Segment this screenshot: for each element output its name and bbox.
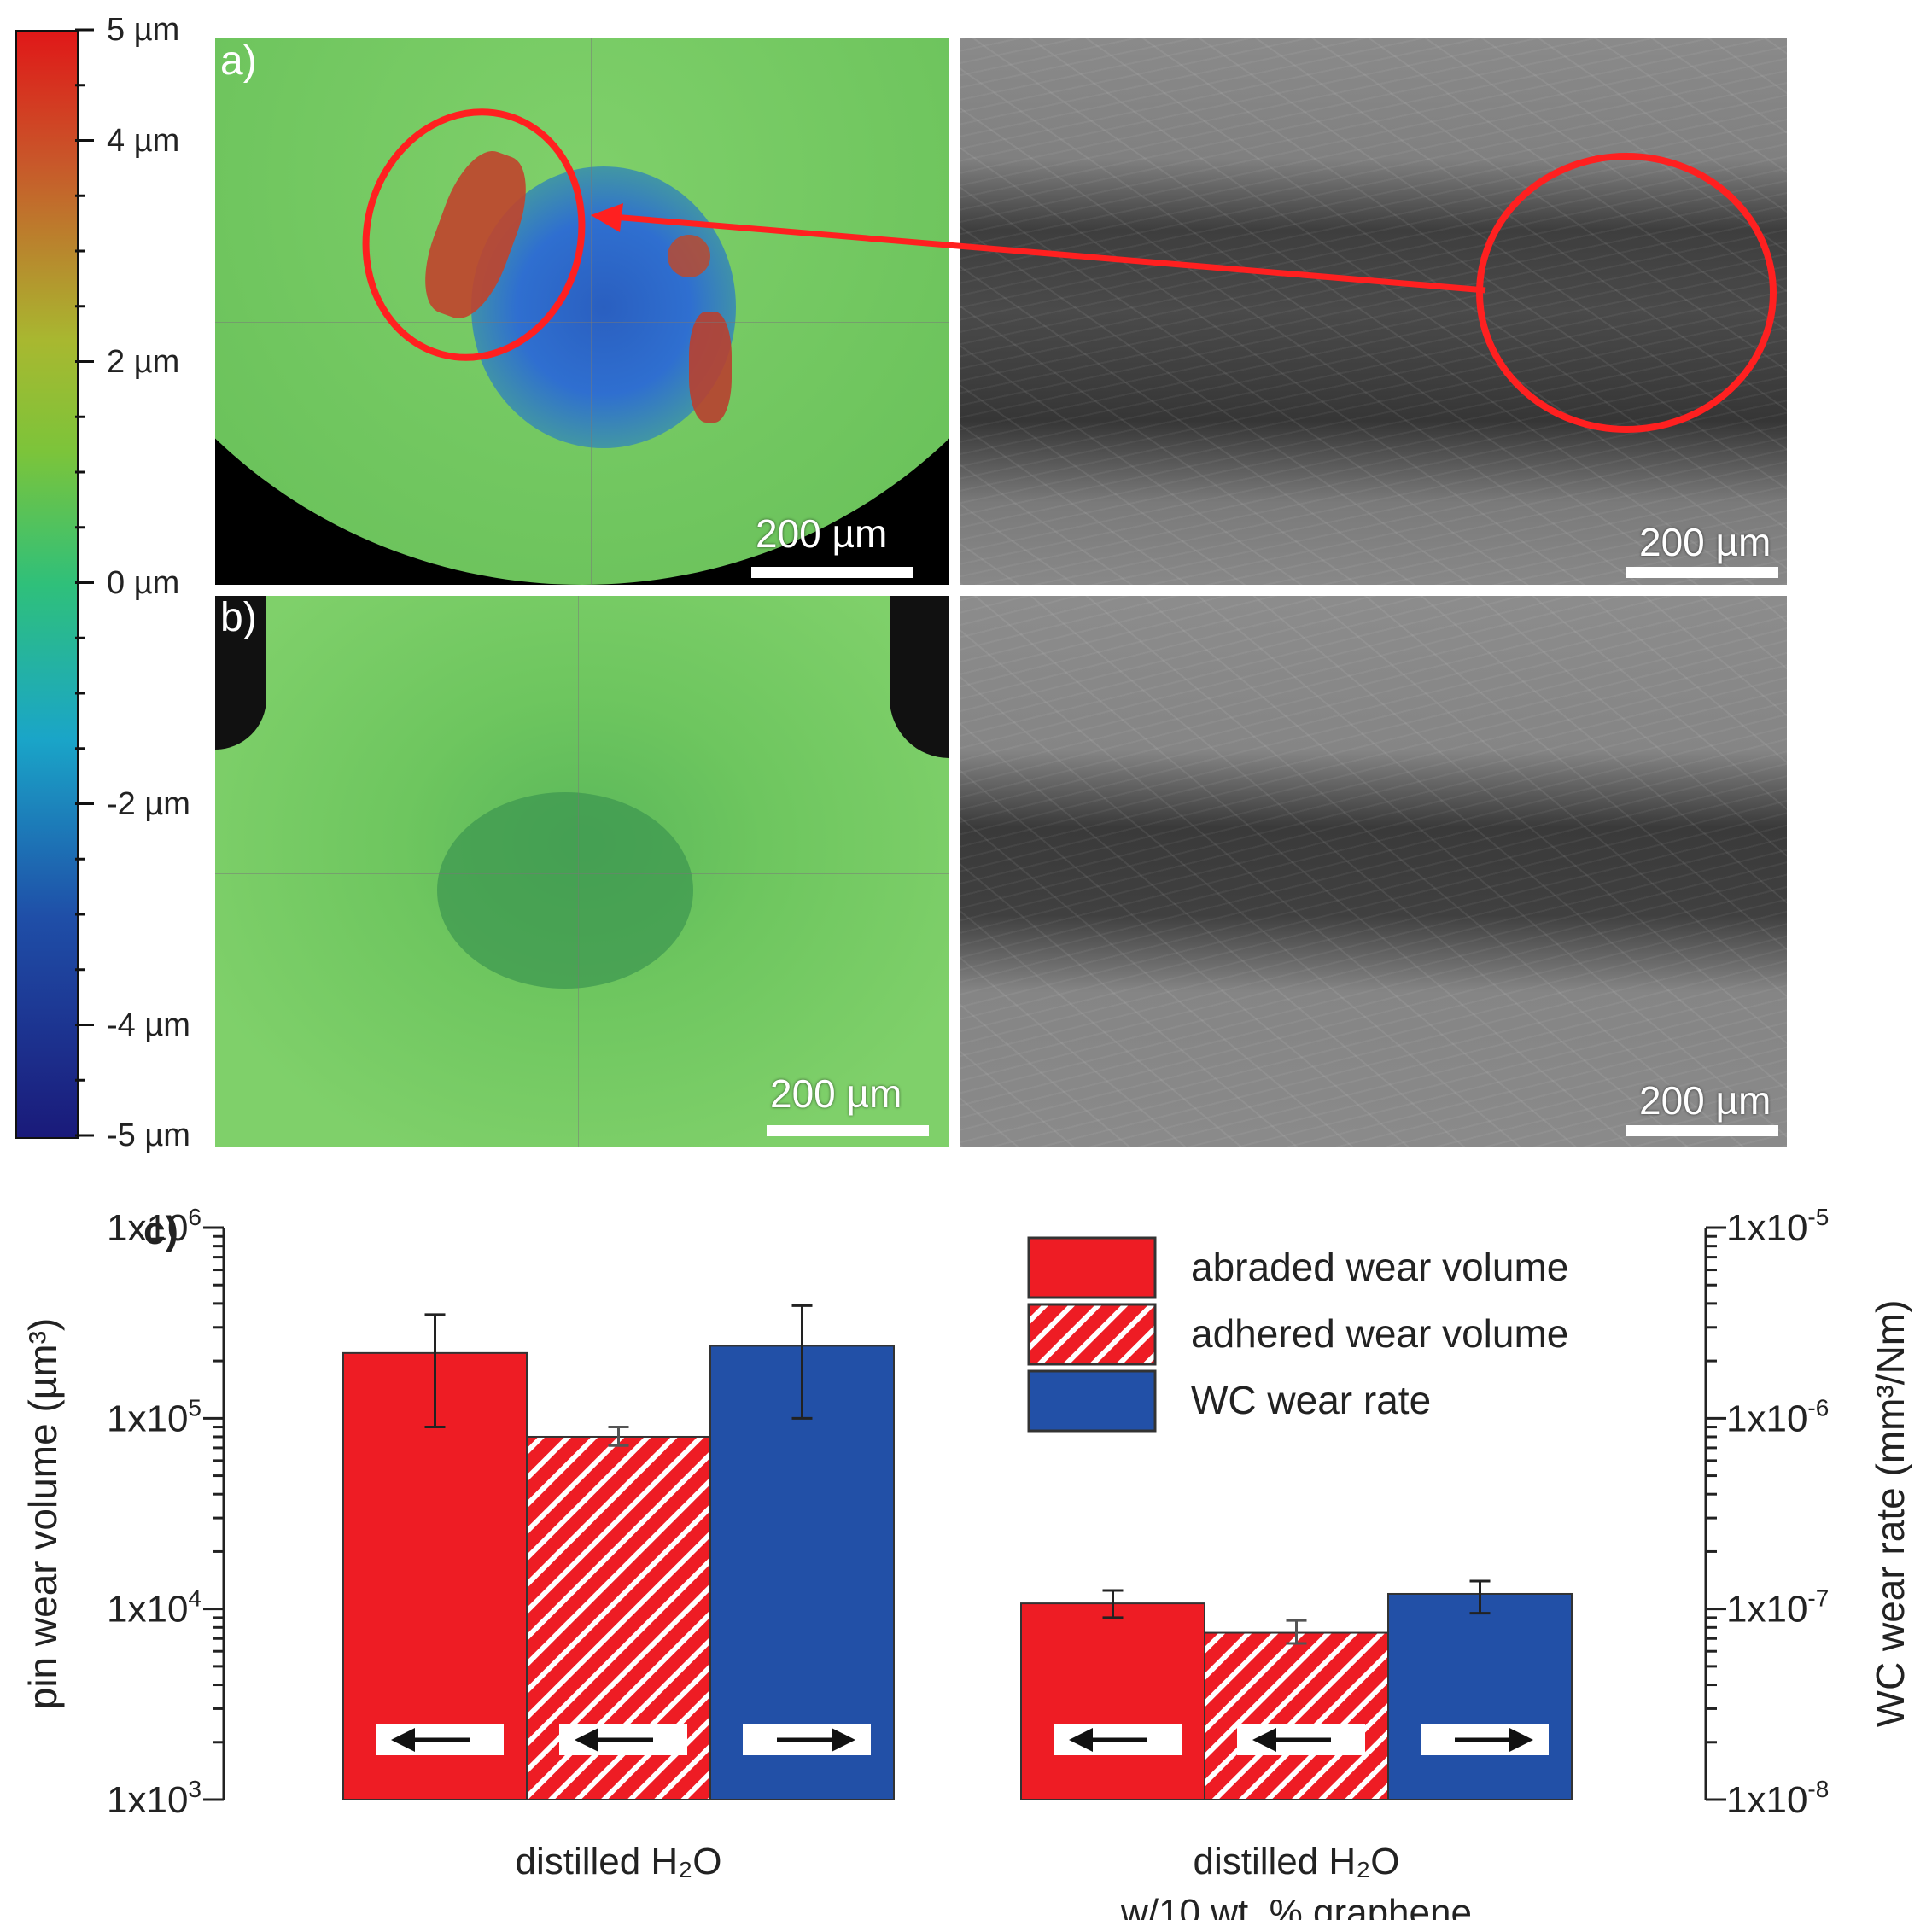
scale-bar-b-right <box>1626 1125 1778 1136</box>
bar <box>1204 1631 1389 1800</box>
x-category-label: distilled H₂O <box>1193 1841 1399 1882</box>
colorbar-label: -2 µm <box>107 785 190 822</box>
panel-label-b: b) <box>220 595 257 640</box>
wear-chart: 1x103 1x104 1x105 1x106 1x10-8 1x10-7 1x10-6 1x… <box>20 1204 1912 1920</box>
colorbar-label: 0 µm <box>107 564 180 601</box>
scale-bar-a-left <box>751 567 913 578</box>
colorbar-label: -4 µm <box>107 1007 190 1043</box>
colorbar <box>15 30 79 1139</box>
y-axis-label: pin wear volume (µm³) <box>20 1318 65 1710</box>
y-tick-label: 1x10-6 <box>1726 1394 1829 1439</box>
arrow-left-icon <box>575 1728 598 1752</box>
y-tick-label: 1x10-8 <box>1726 1776 1829 1821</box>
legend-label: abraded wear volume <box>1191 1245 1568 1289</box>
scale-label-a-right: 200 µm <box>1639 520 1771 564</box>
sem-image-a <box>960 38 1787 585</box>
panel-label-a: a) <box>220 38 257 84</box>
y-tick-label: 1x105 <box>107 1394 201 1439</box>
scale-bar-b-left <box>767 1125 929 1136</box>
height-map-a <box>215 38 949 585</box>
legend-swatch <box>1027 1236 1157 1299</box>
scale-label-b-left: 200 µm <box>770 1071 902 1116</box>
scale-bar-a-right <box>1626 567 1778 578</box>
legend-swatch <box>1027 1303 1157 1366</box>
annotation-arrow <box>591 203 1486 294</box>
scale-label-b-right: 200 µm <box>1639 1078 1771 1123</box>
height-map-b <box>215 596 949 1147</box>
legend-label: adhered wear volume <box>1191 1311 1568 1356</box>
y2-axis-label: WC wear rate (mm³/Nm) <box>1868 1300 1912 1728</box>
panel-label-c: c) <box>143 1208 178 1252</box>
arrow-right-icon <box>1509 1728 1533 1752</box>
x-category-label: distilled H₂O <box>515 1841 721 1882</box>
legend-swatch <box>1027 1369 1157 1433</box>
x-category-label: w/10 wt. % graphene <box>1120 1892 1472 1920</box>
arrow-left-icon <box>1252 1728 1276 1752</box>
y-tick-label: 1x103 <box>107 1776 201 1821</box>
y-tick-label: 1x104 <box>107 1585 201 1631</box>
bar <box>1387 1592 1573 1800</box>
scale-label-a-left: 200 µm <box>756 511 888 556</box>
arrow-right-icon <box>832 1728 855 1752</box>
colorbar-label: 2 µm <box>107 343 180 380</box>
bar <box>1020 1602 1205 1800</box>
colorbar-label: 4 µm <box>107 122 180 159</box>
colorbar-label: 5 µm <box>107 12 180 48</box>
y-tick-label: 1x10-7 <box>1726 1585 1829 1631</box>
colorbar-ticks <box>75 28 94 1137</box>
annotation-ellipse-right <box>1476 153 1777 433</box>
y-tick-label: 1x106 <box>107 1204 201 1249</box>
bar <box>709 1345 895 1800</box>
y-tick-label: 1x10-5 <box>1726 1204 1829 1249</box>
arrow-left-icon <box>1069 1728 1093 1752</box>
annotation-ellipse-left <box>362 108 586 361</box>
sem-image-b <box>960 596 1787 1147</box>
colorbar-label: -5 µm <box>107 1118 190 1153</box>
arrow-left-icon <box>391 1728 415 1752</box>
legend-label: WC wear rate <box>1191 1378 1431 1422</box>
